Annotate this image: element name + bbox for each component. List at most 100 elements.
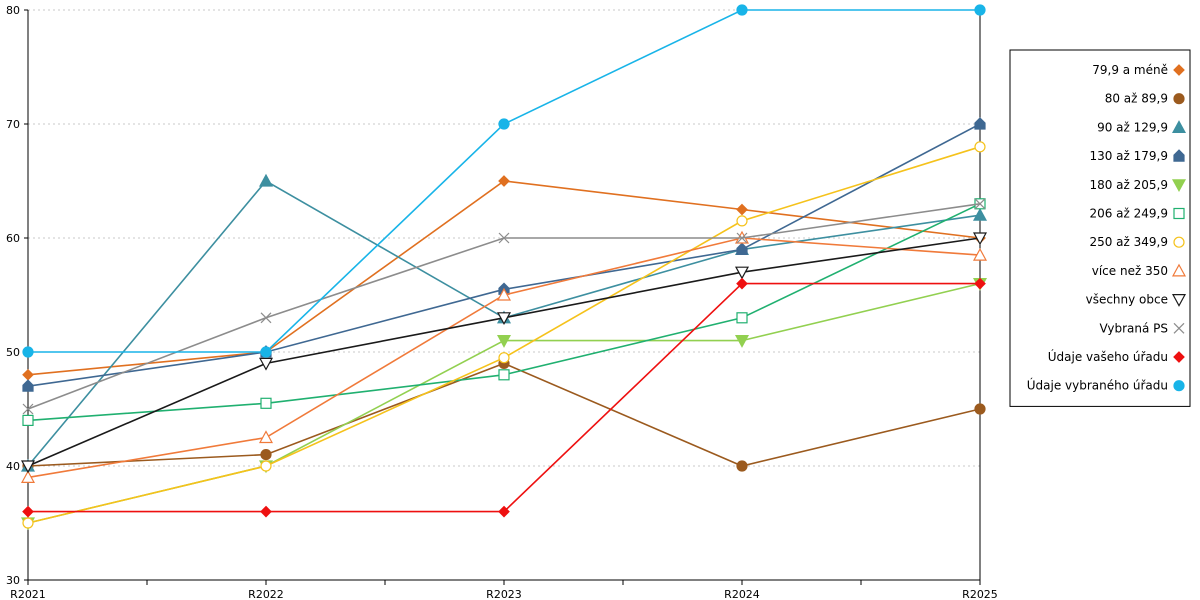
legend-item: Údaje vašeho úřadu (1048, 349, 1185, 364)
legend-marker (1171, 120, 1187, 133)
data-point (498, 505, 510, 518)
legend-label: více než 350 (1092, 264, 1168, 278)
legend-label: 206 až 249,9 (1089, 207, 1168, 221)
data-point (260, 449, 272, 461)
legend-item: 80 až 89,9 (1105, 92, 1185, 106)
legend-item: Vybraná PS (1099, 321, 1185, 335)
series-11 (22, 4, 986, 358)
x-tick-label: R2022 (248, 588, 284, 600)
data-point (736, 460, 748, 472)
data-point (972, 232, 988, 246)
x-tick-label: R2025 (962, 588, 998, 600)
data-point (734, 335, 750, 348)
data-point (974, 117, 986, 130)
data-point (22, 379, 34, 392)
legend-item: 250 až 349,9 (1089, 235, 1185, 249)
data-point (736, 215, 748, 227)
data-point (498, 369, 510, 381)
data-point (498, 352, 510, 364)
data-point (496, 335, 512, 348)
y-tick-label: 80 (6, 4, 20, 17)
data-point (22, 368, 34, 381)
data-point (736, 242, 748, 255)
data-point (22, 505, 34, 518)
data-point (974, 4, 986, 16)
y-tick-label: 30 (6, 574, 20, 587)
data-point (736, 4, 748, 16)
data-point (22, 517, 34, 529)
series-10 (22, 277, 986, 518)
legend-marker (1173, 64, 1185, 76)
data-point (20, 460, 36, 474)
legend-marker (1171, 179, 1187, 193)
data-point (20, 470, 36, 483)
data-point (22, 346, 34, 358)
data-point (734, 266, 750, 280)
data-point (260, 346, 272, 358)
legend-marker (1173, 207, 1185, 220)
data-point (260, 505, 272, 518)
data-point (736, 312, 748, 324)
legend-marker (1171, 294, 1187, 307)
legend: 79,9 a méně 80 až 89,9 90 až 129,9 130 až 1… (1009, 49, 1191, 407)
legend-item: všechny obce (1086, 293, 1187, 307)
legend-label: 90 až 129,9 (1097, 120, 1168, 134)
legend-item: 90 až 129,9 (1097, 120, 1187, 134)
legend-label: Údaje vybraného úřadu (1027, 378, 1168, 393)
data-point (22, 403, 34, 415)
legend-label: 79,9 a méně (1092, 63, 1168, 77)
x-tick-label: R2021 (10, 588, 46, 600)
data-point (736, 232, 748, 244)
legend-marker (1173, 322, 1185, 334)
legend-marker (1173, 149, 1185, 162)
y-tick-label: 70 (6, 118, 20, 131)
data-point (258, 430, 274, 444)
data-point (974, 198, 986, 210)
data-point (972, 207, 988, 221)
legend-label: Vybraná PS (1099, 321, 1168, 335)
data-point (972, 247, 988, 261)
legend-box (1009, 49, 1191, 407)
legend-label: 80 až 89,9 (1105, 92, 1168, 106)
y-axis-ticks: 30 40 50 60 70 80 (6, 4, 28, 587)
data-point (498, 175, 510, 187)
legend-marker (1173, 380, 1185, 392)
legend-label: 180 až 205,9 (1089, 178, 1168, 192)
legend-label: 250 až 349,9 (1089, 235, 1168, 249)
data-point (974, 403, 986, 415)
legend-item: 180 až 205,9 (1089, 178, 1187, 193)
y-tick-label: 60 (6, 232, 20, 245)
legend-item: více než 350 (1092, 263, 1187, 278)
series-0 (22, 175, 986, 381)
series-group (20, 4, 988, 531)
legend-marker (1173, 236, 1185, 248)
data-point (496, 312, 512, 326)
legend-label: Údaje vašeho úřadu (1048, 349, 1168, 364)
legend-label: 130 až 179,9 (1089, 149, 1168, 163)
series-3 (22, 117, 986, 392)
x-axis-ticks: R2021 R2022 R2023 R2024 R2025 (10, 580, 998, 600)
series-6 (22, 141, 986, 529)
y-tick-label: 40 (6, 460, 20, 473)
data-point (260, 397, 272, 409)
data-point (974, 277, 986, 290)
x-tick-label: R2023 (486, 588, 522, 600)
legend-item: 130 až 179,9 (1089, 149, 1185, 163)
x-tick-label: R2024 (724, 588, 760, 600)
series-line (27, 146, 981, 524)
series-9 (22, 198, 986, 415)
data-point (496, 287, 512, 301)
data-point (258, 357, 274, 371)
legend-item: 79,9 a méně (1092, 63, 1185, 77)
data-point (22, 414, 34, 426)
data-point (736, 203, 748, 216)
legend-marker (1173, 93, 1185, 105)
data-point (974, 141, 986, 153)
series-8 (20, 232, 988, 474)
data-point (258, 173, 274, 187)
legend-marker (1171, 263, 1187, 277)
data-point (260, 312, 272, 324)
data-point (736, 277, 748, 290)
legend-marker (1173, 351, 1185, 363)
